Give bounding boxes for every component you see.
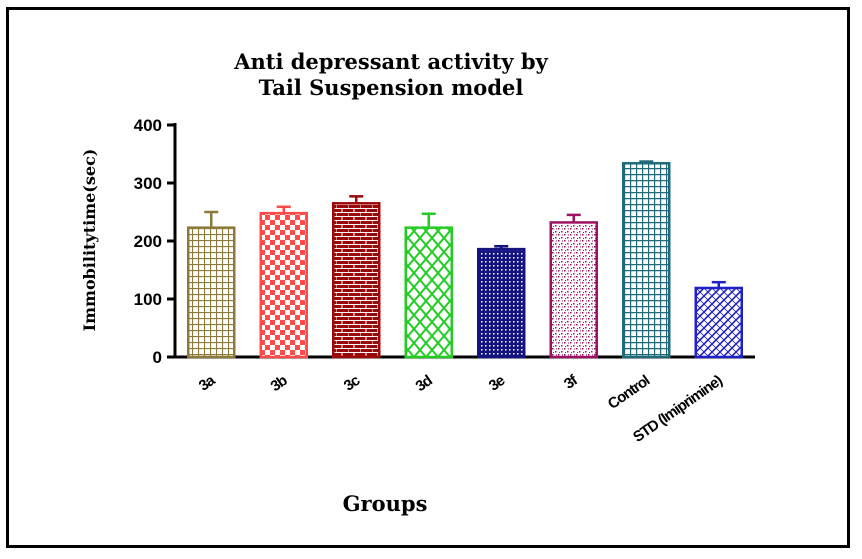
x-tick-label: 3b bbox=[268, 372, 291, 395]
bar-3b bbox=[259, 211, 308, 359]
y-tick-label: 400 bbox=[134, 116, 162, 135]
bars-group bbox=[187, 160, 743, 359]
y-axis-title: Immobilitytime(sec) bbox=[80, 149, 99, 332]
chart-title-line-1: Anti depressant activity by bbox=[233, 49, 548, 74]
x-axis-title: Groups bbox=[343, 491, 428, 516]
x-tick-label: 3e bbox=[486, 372, 508, 395]
y-tick-label: 200 bbox=[134, 232, 162, 251]
bar-std-imiprimine bbox=[694, 286, 743, 359]
y-tick-label: 100 bbox=[134, 290, 162, 309]
x-tick-label: Control bbox=[605, 372, 653, 413]
chart-title-line-2: Tail Suspension model bbox=[259, 75, 524, 100]
bar-3c bbox=[332, 202, 381, 359]
bar-control bbox=[622, 162, 671, 359]
bar-3d bbox=[404, 226, 453, 359]
bar-3e bbox=[477, 247, 526, 359]
x-tick-label: 3d bbox=[413, 372, 436, 395]
x-tick-label: 3a bbox=[196, 371, 219, 394]
x-tick-label: 3f bbox=[561, 371, 582, 393]
bar-3f bbox=[549, 221, 598, 359]
y-axis-ticks: 0 100 200 300 400 bbox=[134, 116, 175, 367]
y-tick-label: 300 bbox=[134, 174, 162, 193]
x-tick-label: 3c bbox=[341, 372, 363, 395]
bar-3a bbox=[187, 226, 236, 359]
y-tick-label: 0 bbox=[153, 348, 162, 367]
